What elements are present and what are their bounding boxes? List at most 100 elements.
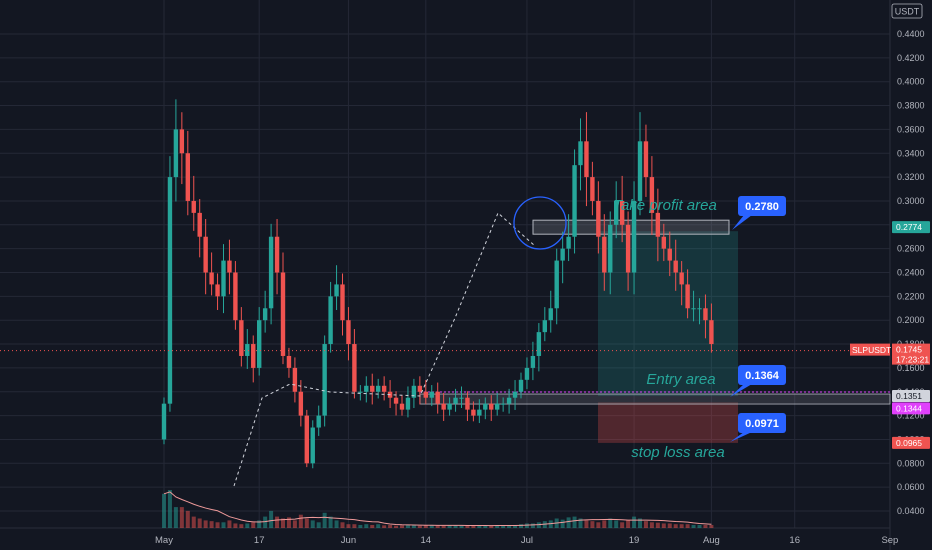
volume-bar — [221, 522, 226, 528]
volume-bar — [358, 524, 363, 528]
stop-loss-label: stop loss area — [631, 444, 724, 461]
candle — [251, 335, 256, 383]
candle — [572, 149, 577, 254]
candle — [161, 397, 167, 445]
candle-body — [352, 344, 357, 392]
last-price-box — [892, 343, 930, 365]
candle — [447, 397, 452, 416]
candle — [370, 373, 375, 405]
volume-bar — [346, 524, 351, 528]
candle — [506, 388, 512, 414]
volume-bar — [275, 516, 280, 528]
candle — [376, 378, 381, 399]
price-tick-label: 0.3200 — [897, 172, 925, 182]
candle — [518, 372, 524, 399]
candle-body — [643, 141, 649, 178]
candle-body — [614, 200, 619, 225]
candle-body — [179, 129, 185, 154]
volume-bar — [340, 522, 345, 528]
candle-body — [548, 308, 553, 321]
candle — [608, 211, 613, 295]
volume-bar — [191, 516, 196, 528]
volume-bar — [477, 525, 482, 528]
volume-bar — [185, 510, 190, 528]
candle-body — [697, 308, 702, 310]
time-axis: May17Jun14Jul19Aug16Sep14Oct18 — [155, 535, 898, 546]
volume-bar — [471, 525, 476, 528]
volume-bar — [215, 522, 220, 528]
volume-bar — [483, 525, 488, 528]
candle — [245, 329, 250, 369]
candle — [233, 261, 238, 330]
entry-callout-text: 0.1364 — [745, 370, 780, 382]
candle-body — [251, 344, 256, 368]
entry-high-tag-box — [892, 390, 930, 403]
candle-body — [209, 272, 214, 285]
price-tick-label: 0.3400 — [897, 148, 925, 158]
price-tick-label: 0.1600 — [897, 363, 925, 373]
volume-bar — [400, 525, 404, 528]
candle — [185, 130, 190, 216]
candle-body — [572, 165, 577, 237]
time-tick-label: May — [155, 535, 173, 546]
price-tick-label: 0.1200 — [897, 411, 925, 421]
tp-callout-text: 0.2780 — [745, 201, 779, 213]
candle — [500, 397, 506, 412]
volume-bar — [524, 523, 529, 528]
candle — [643, 124, 649, 197]
candle-body — [322, 344, 327, 416]
volume-bar — [608, 518, 613, 528]
candle-body — [197, 212, 202, 237]
volume-bar — [162, 493, 166, 528]
volume-bar — [673, 524, 678, 528]
candle — [542, 307, 547, 342]
candle-body — [274, 236, 280, 273]
candle — [399, 395, 405, 416]
volume-bar — [560, 519, 565, 528]
candle-body — [667, 248, 672, 261]
candle — [566, 214, 571, 262]
candle-body — [370, 385, 375, 392]
candle-body — [691, 308, 696, 310]
volume-bar — [286, 517, 291, 528]
volume-bar — [691, 524, 696, 528]
candle-body — [578, 141, 583, 166]
price-tick-label: 0.2400 — [897, 268, 925, 278]
volume-bar — [411, 525, 416, 528]
candle-body — [536, 332, 542, 356]
price-tick-label: 0.4400 — [897, 29, 925, 39]
candle-body — [619, 200, 625, 225]
volume-bar — [447, 525, 452, 528]
candle — [602, 214, 607, 291]
volume-bar — [685, 524, 690, 528]
candle-body — [429, 391, 434, 398]
candle-body — [441, 403, 446, 410]
candle-body — [459, 397, 464, 399]
symbol-tag-box — [850, 343, 890, 356]
target-price-tag: 0.2774 — [892, 221, 930, 234]
candle — [274, 219, 280, 295]
candle-body — [608, 224, 613, 273]
volume-bar — [465, 525, 470, 528]
candle-body — [358, 391, 363, 393]
candle-body — [489, 403, 494, 410]
candle — [239, 307, 244, 367]
candle-body — [203, 236, 208, 273]
candle — [477, 399, 482, 424]
volume-bar — [316, 522, 321, 528]
candle — [560, 231, 565, 284]
volume-bar — [382, 525, 387, 528]
candle-body — [304, 415, 309, 464]
sl-callout-pointer — [730, 432, 752, 442]
candle — [459, 386, 464, 409]
last-price-text: 0.1745 — [896, 345, 922, 355]
volume-bar — [251, 522, 256, 528]
candle-body — [631, 200, 637, 273]
candle — [340, 273, 345, 336]
candle-body — [227, 260, 232, 273]
candle — [358, 385, 363, 401]
volume-bar — [519, 524, 523, 528]
candle-body — [471, 409, 476, 416]
volume-bar — [590, 521, 595, 528]
